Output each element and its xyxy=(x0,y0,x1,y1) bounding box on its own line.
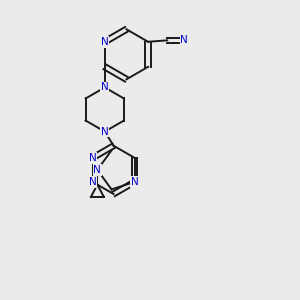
Text: N: N xyxy=(101,127,109,136)
Text: N: N xyxy=(130,177,138,187)
Text: N: N xyxy=(101,82,109,92)
Text: N: N xyxy=(101,37,109,47)
Text: N: N xyxy=(94,165,101,175)
Text: N: N xyxy=(89,153,97,163)
Text: N: N xyxy=(89,177,97,187)
Text: N: N xyxy=(181,35,188,45)
